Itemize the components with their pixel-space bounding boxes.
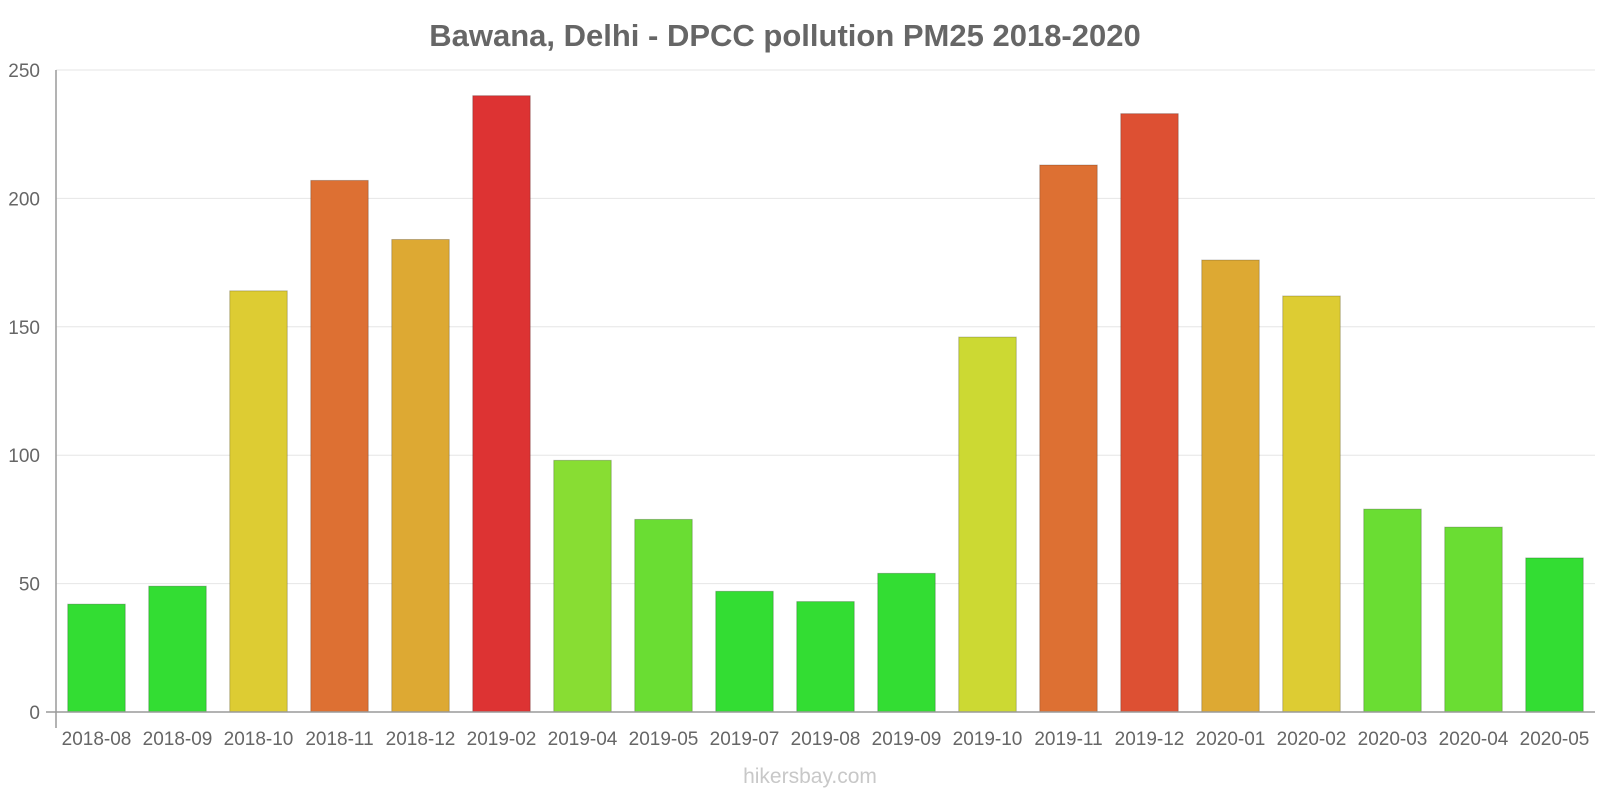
y-tick-label: 50: [19, 575, 40, 596]
y-tick-label: 0: [29, 703, 40, 724]
bar-2019-05: [634, 518, 693, 713]
bar-2018-11: [310, 179, 369, 713]
x-tick-label: 2020-01: [1196, 729, 1266, 750]
bar-2019-09: [877, 572, 936, 713]
x-tick-label: 2018-10: [224, 729, 294, 750]
bar-2019-12: [1120, 113, 1179, 713]
y-tick-label: 150: [8, 318, 40, 339]
x-tick-label: 2019-12: [1115, 729, 1185, 750]
bar-2019-11: [1039, 164, 1098, 713]
x-tick-label: 2018-09: [143, 729, 213, 750]
x-tick-label: 2019-05: [629, 729, 699, 750]
bars: [67, 95, 1584, 713]
bar-2020-03: [1363, 508, 1422, 713]
bar-2019-04: [553, 459, 612, 713]
x-tick-label: 2020-02: [1277, 729, 1347, 750]
x-tick-label: 2018-12: [386, 729, 456, 750]
bar-2018-09: [148, 585, 207, 713]
bar-2020-05: [1525, 557, 1584, 713]
x-tick-label: 2019-10: [953, 729, 1023, 750]
y-axis-ticks: 0 50 100 150 200 250: [8, 61, 40, 724]
x-tick-label: 2020-04: [1439, 729, 1509, 750]
x-tick-label: 2019-04: [548, 729, 618, 750]
bar-2018-12: [391, 238, 450, 713]
x-tick-label: 2019-09: [872, 729, 942, 750]
bar-2019-02: [472, 95, 531, 713]
x-tick-label: 2019-11: [1034, 729, 1102, 750]
bar-2020-02: [1282, 295, 1341, 713]
bar-2020-01: [1201, 259, 1260, 713]
bar-2018-10: [229, 290, 288, 713]
x-tick-label: 2019-02: [467, 729, 537, 750]
bar-2020-04: [1444, 526, 1503, 713]
x-tick-label: 2020-03: [1358, 729, 1428, 750]
bar-2019-10: [958, 336, 1017, 713]
y-tick-label: 200: [8, 189, 40, 210]
y-tick-label: 100: [8, 446, 40, 467]
x-axis-labels: 2018-08 2018-09 2018-10 2018-11 2018-12 2019-…: [62, 729, 1590, 750]
watermark: hikersbay.com: [743, 765, 877, 788]
bar-2019-08: [796, 601, 855, 713]
chart-title: Bawana, Delhi - DPCC pollution PM25 2018…: [429, 18, 1140, 53]
x-tick-label: 2018-11: [305, 729, 373, 750]
x-tick-label: 2019-07: [710, 729, 780, 750]
y-tick-label: 250: [8, 61, 40, 82]
bar-2018-08: [67, 603, 126, 713]
x-tick-label: 2020-05: [1520, 729, 1590, 750]
bar-2019-07: [715, 590, 774, 713]
x-tick-label: 2018-08: [62, 729, 132, 750]
x-tick-label: 2019-08: [791, 729, 861, 750]
